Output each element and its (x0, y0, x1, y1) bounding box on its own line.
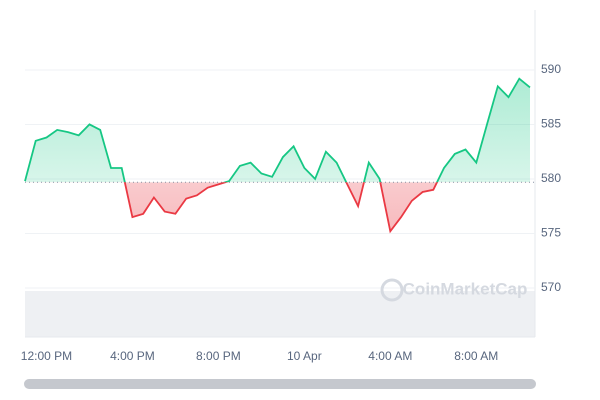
watermark: CoinMarketCap (403, 279, 528, 298)
volume-band (25, 291, 535, 337)
y-tick-label: 580 (541, 171, 561, 185)
y-tick-label: 590 (541, 62, 561, 76)
x-tick-label: 10 Apr (287, 349, 322, 363)
scrollbar[interactable] (24, 379, 536, 389)
y-tick-label: 585 (541, 117, 561, 131)
watermark-logo (380, 278, 404, 302)
x-tick-label: 8:00 PM (196, 349, 241, 363)
x-tick-label: 4:00 AM (368, 349, 412, 363)
x-tick-label: 4:00 PM (110, 349, 155, 363)
line-up (24, 77, 531, 183)
y-tick-label: 575 (541, 226, 561, 240)
area-up (25, 78, 530, 183)
x-tick-label: 12:00 PM (21, 349, 72, 363)
area-down (124, 182, 438, 232)
x-tick-label: 8:00 AM (454, 349, 498, 363)
y-tick-label: 570 (541, 280, 561, 294)
